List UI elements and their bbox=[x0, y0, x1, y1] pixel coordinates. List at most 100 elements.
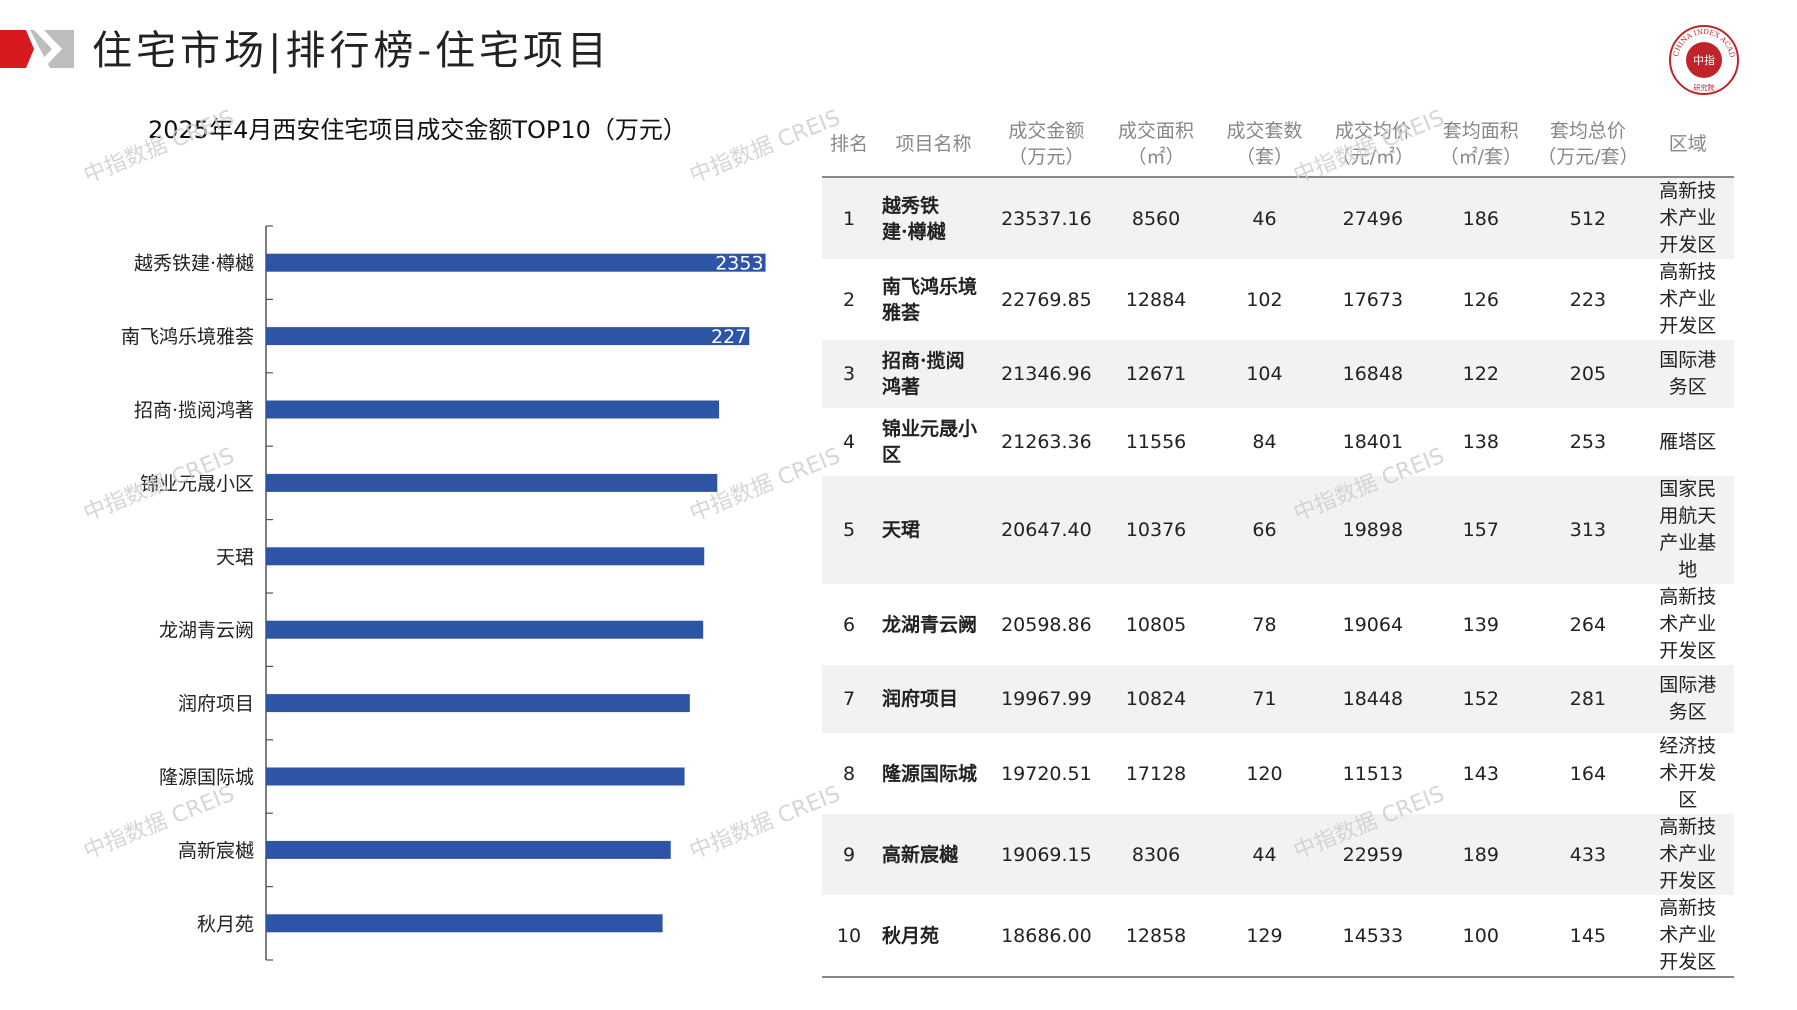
units-cell: 102 bbox=[1246, 288, 1283, 311]
category-label: 高新宸樾 bbox=[178, 840, 254, 862]
column-header: 排名 bbox=[822, 112, 876, 178]
units-cell: 44 bbox=[1210, 814, 1319, 895]
rank-cell: 2 bbox=[842, 288, 856, 311]
area-cell: 8306 bbox=[1101, 814, 1211, 895]
avg-total-cell: 281 bbox=[1534, 665, 1642, 733]
avg-total-cell: 145 bbox=[1534, 895, 1642, 978]
area-cell: 12671 bbox=[1101, 340, 1211, 408]
bar-chart: 越秀铁建·樽樾 2353 南飞鸿乐境雅荟 227 招商·揽阅鸿著锦业元晟小区天珺龙湖青云… bbox=[121, 225, 766, 961]
category-label: 南飞鸿乐境雅荟 bbox=[121, 326, 254, 348]
china-index-academy-seal-icon: CHINA INDEX ACADEMY 中指 研究院 bbox=[1668, 24, 1739, 95]
column-header: 套均总价 （万元/套） bbox=[1534, 112, 1642, 178]
bar-1 bbox=[266, 253, 766, 272]
area-cell: 11556 bbox=[1125, 431, 1187, 453]
avg-area-cell: 100 bbox=[1427, 895, 1535, 978]
avg-area-cell: 138 bbox=[1462, 431, 1499, 453]
watermark: 中指数据 CREIS bbox=[686, 105, 844, 189]
ranking-table: 排名 项目名称 成交金额 （万元） 成交面积 （㎡） 成交套数 （套） 成交均价 （元/㎡） 套均面… bbox=[822, 112, 1734, 978]
table-row: 10 秋月苑 18686.00 12858 129 14533 100 145 高新技 术产业 开发… bbox=[822, 895, 1734, 978]
avg-price-cell: 18448 bbox=[1318, 665, 1428, 733]
avg-price-cell: 27496 bbox=[1318, 177, 1428, 259]
rank-cell: 5 bbox=[822, 476, 876, 584]
project-name-cell: 龙湖青云阙 bbox=[881, 613, 977, 636]
amount-cell: 18686.00 bbox=[991, 895, 1102, 978]
region-cell: 高新技 术产业 开发区 bbox=[1641, 177, 1734, 259]
units-cell: 120 bbox=[1246, 762, 1283, 785]
units-cell: 104 bbox=[1210, 340, 1319, 408]
avg-price-cell: 14533 bbox=[1318, 895, 1428, 978]
units-cell: 46 bbox=[1210, 177, 1319, 259]
bar-7 bbox=[266, 694, 690, 713]
avg-area-cell: 186 bbox=[1427, 177, 1535, 259]
region-cell: 国家民 用航天 产业基地 bbox=[1641, 476, 1734, 584]
avg-total-cell: 205 bbox=[1534, 340, 1642, 408]
corner-logo-icon bbox=[0, 30, 74, 68]
page-title: 住宅市场|排行榜-住宅项目 bbox=[92, 28, 611, 74]
amount-cell: 21263.36 bbox=[1001, 431, 1092, 453]
rank-cell: 3 bbox=[822, 340, 876, 408]
data-label: 2353 bbox=[715, 253, 763, 275]
avg-area-cell: 122 bbox=[1427, 340, 1535, 408]
seal-bottom-text: 研究院 bbox=[1694, 83, 1715, 92]
region-cell: 高新技 术产业 开发区 bbox=[1659, 261, 1717, 337]
units-cell: 66 bbox=[1210, 476, 1319, 584]
region-cell: 高新技 术产业 开发区 bbox=[1641, 895, 1734, 978]
amount-cell: 19069.15 bbox=[991, 814, 1102, 895]
category-label: 隆源国际城 bbox=[159, 767, 254, 789]
area-cell: 17128 bbox=[1125, 762, 1187, 785]
avg-total-cell: 253 bbox=[1569, 431, 1607, 453]
avg-price-cell: 16848 bbox=[1318, 340, 1428, 408]
table-row: 6 龙湖青云阙 20598.86 10805 78 19064 139 264 高新技 术产业 开发… bbox=[822, 584, 1734, 665]
column-header: 项目名称 bbox=[875, 112, 992, 178]
rank-cell: 4 bbox=[842, 431, 856, 453]
table-row: 2 南飞鸿乐境 雅荟 22769.85 12884 102 17673 126 223 高新技 术产… bbox=[822, 259, 1734, 340]
category-label: 龙湖青云阙 bbox=[159, 620, 254, 642]
project-name-cell: 高新宸樾 bbox=[875, 814, 992, 895]
bar-9 bbox=[266, 840, 671, 859]
rank-cell: 6 bbox=[842, 613, 856, 636]
rank-cell: 8 bbox=[842, 762, 856, 785]
region-cell: 高新技 术产业 开发区 bbox=[1641, 814, 1734, 895]
column-header: 成交均价 （元/㎡） bbox=[1318, 112, 1428, 178]
avg-price-cell: 19898 bbox=[1318, 476, 1428, 584]
rank-cell: 9 bbox=[822, 814, 876, 895]
area-cell: 10376 bbox=[1101, 476, 1211, 584]
avg-total-cell: 313 bbox=[1534, 476, 1642, 584]
rank-cell: 7 bbox=[822, 665, 876, 733]
amount-cell: 21346.96 bbox=[991, 340, 1102, 408]
table-row: 3 招商·揽阅 鸿著 21346.96 12671 104 16848 122 205 国际港 务区 bbox=[822, 340, 1734, 408]
project-name-cell: 招商·揽阅 鸿著 bbox=[875, 340, 992, 408]
avg-price-cell: 11513 bbox=[1342, 762, 1404, 785]
project-name-cell: 秋月苑 bbox=[875, 895, 992, 978]
avg-area-cell: 152 bbox=[1427, 665, 1535, 733]
bar-6 bbox=[266, 620, 704, 639]
units-cell: 71 bbox=[1210, 665, 1319, 733]
project-name-cell: 隆源国际城 bbox=[881, 762, 977, 785]
amount-cell: 23537.16 bbox=[991, 177, 1102, 259]
bar-2 bbox=[266, 327, 750, 346]
bar-8 bbox=[266, 767, 685, 786]
rank-cell: 10 bbox=[822, 895, 876, 978]
table-row: 4 锦业元晟小区 21263.36 11556 84 18401 138 253 雁塔区 bbox=[822, 408, 1734, 476]
avg-price-cell: 19064 bbox=[1342, 613, 1404, 636]
project-name-cell: 越秀铁 建·樽樾 bbox=[875, 177, 992, 259]
category-label: 秋月苑 bbox=[197, 913, 254, 935]
avg-total-cell: 512 bbox=[1534, 177, 1642, 259]
area-cell: 8560 bbox=[1101, 177, 1211, 259]
table-row: 9 高新宸樾 19069.15 8306 44 22959 189 433 高新技 术产业 开发区 bbox=[822, 814, 1734, 895]
avg-area-cell: 126 bbox=[1462, 288, 1499, 311]
amount-cell: 19967.99 bbox=[991, 665, 1102, 733]
region-cell: 高新技 术产业 开发区 bbox=[1659, 586, 1717, 662]
units-cell: 129 bbox=[1210, 895, 1319, 978]
column-header: 区域 bbox=[1641, 112, 1734, 178]
avg-total-cell: 223 bbox=[1569, 288, 1607, 311]
region-cell: 雁塔区 bbox=[1659, 430, 1717, 453]
avg-total-cell: 433 bbox=[1534, 814, 1642, 895]
table-row: 7 润府项目 19967.99 10824 71 18448 152 281 国际港 务区 bbox=[822, 665, 1734, 733]
seal-center-text: 中指 bbox=[1693, 53, 1715, 67]
avg-total-cell: 164 bbox=[1569, 762, 1607, 785]
category-label: 越秀铁建·樽樾 bbox=[134, 253, 254, 275]
table-row: 1 越秀铁 建·樽樾 23537.16 8560 46 27496 186 512 高新技 术产业开… bbox=[822, 177, 1734, 259]
column-header: 套均面积 （㎡/套） bbox=[1427, 112, 1535, 178]
category-label: 润府项目 bbox=[178, 693, 254, 715]
